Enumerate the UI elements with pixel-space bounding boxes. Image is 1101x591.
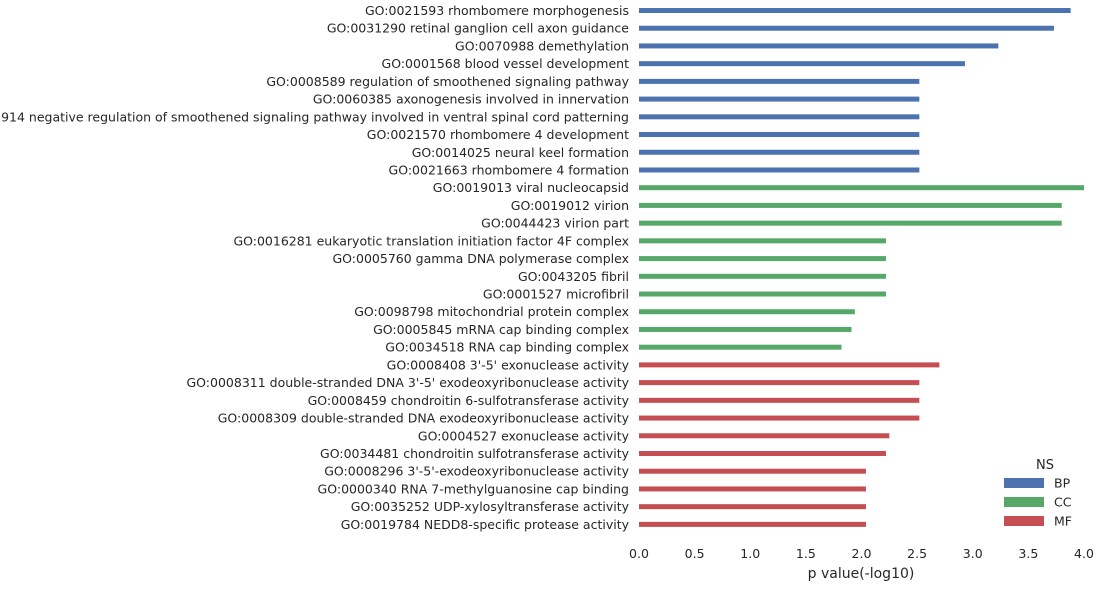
bar-mf — [639, 486, 866, 492]
bar-bp — [639, 78, 920, 84]
legend-label-bp: BP — [1054, 476, 1071, 491]
category-label: GO:0019013 viral nucleocapsid — [433, 180, 629, 195]
bar-cc — [639, 291, 886, 297]
x-tick-label: 3.5 — [1018, 546, 1038, 561]
bar-mf — [639, 468, 866, 474]
x-tick-label: 4.0 — [1074, 546, 1094, 561]
category-label: GO:0008296 3'-5'-exodeoxyribonuclease ac… — [324, 464, 629, 479]
category-label: GO:0098798 mitochondrial protein complex — [354, 304, 629, 319]
bar-bp — [639, 149, 920, 155]
category-label: GO:0021570 rhombomere 4 development — [367, 127, 629, 142]
bar-bp — [639, 167, 920, 173]
bar-mf — [639, 521, 866, 527]
x-tick-label: 1.0 — [740, 546, 760, 561]
x-tick-labels: 0.0 0.5 1.0 1.5 2.0 2.5 3.0 3.5 4.0 — [629, 546, 1094, 561]
x-tick-label: 2.5 — [907, 546, 927, 561]
x-tick-label: 0.5 — [685, 546, 705, 561]
bar-cc — [639, 185, 1084, 191]
legend-swatch-bp — [1004, 478, 1044, 488]
category-label: GO:0004527 exonuclease activity — [418, 428, 630, 443]
bar-mf — [639, 397, 920, 403]
legend-swatch-mf — [1004, 516, 1044, 526]
legend-label-mf: MF — [1054, 514, 1072, 529]
category-label: GO:0021914 negative regulation of smooth… — [0, 109, 629, 124]
category-label: GO:0044423 virion part — [481, 216, 629, 231]
bar-bp — [639, 25, 1054, 31]
category-label: GO:0008408 3'-5' exonuclease activity — [387, 357, 630, 372]
bar-bp — [639, 43, 999, 49]
category-label: GO:0008459 chondroitin 6-sulfotransferas… — [308, 393, 630, 408]
bars-layer — [639, 8, 1084, 527]
category-label: GO:0031290 retinal ganglion cell axon gu… — [327, 21, 629, 36]
y-tick-labels: GO:0021593 rhombomere morphogenesis GO:00… — [0, 3, 630, 532]
category-label: GO:0014025 neural keel formation — [412, 145, 629, 160]
bar-mf — [639, 433, 890, 439]
category-label: GO:0034481 chondroitin sulfotransferase … — [320, 446, 630, 461]
category-label: GO:0034518 RNA cap binding complex — [385, 340, 629, 355]
category-label: GO:0001527 microfibril — [483, 287, 629, 302]
bar-cc — [639, 220, 1062, 226]
legend-label-cc: CC — [1054, 495, 1072, 510]
bar-cc — [639, 202, 1062, 208]
x-tick-label: 3.0 — [963, 546, 983, 561]
category-label: GO:0001568 blood vessel development — [382, 56, 630, 71]
category-label: GO:0008309 double-stranded DNA exodeoxyr… — [218, 411, 630, 426]
x-axis-label: p value(-log10) — [808, 566, 915, 582]
category-label: GO:0005760 gamma DNA polymerase complex — [332, 251, 629, 266]
bar-cc — [639, 326, 852, 332]
bar-bp — [639, 132, 920, 138]
legend-swatch-cc — [1004, 497, 1044, 507]
bar-cc — [639, 309, 855, 315]
legend-title: NS — [1036, 458, 1054, 473]
category-label: GO:0000340 RNA 7-methylguanosine cap bin… — [318, 481, 629, 496]
category-label: GO:0021663 rhombomere 4 formation — [389, 162, 629, 177]
bar-bp — [639, 8, 1071, 13]
bar-cc — [639, 238, 886, 244]
bar-cc — [639, 256, 886, 262]
category-label: GO:0043205 fibril — [518, 269, 629, 284]
category-label: GO:0035252 UDP-xylosyltransferase activi… — [351, 499, 630, 514]
category-label: GO:0016281 eukaryotic translation initia… — [233, 233, 629, 248]
category-label: GO:0008589 regulation of smoothened sign… — [266, 74, 629, 89]
category-label: GO:0060385 axonogenesis involved in inne… — [313, 92, 629, 107]
category-label: GO:0019012 virion — [511, 198, 629, 213]
bar-cc — [639, 273, 886, 279]
x-tick-label: 0.0 — [629, 546, 649, 561]
category-label: GO:0005845 mRNA cap binding complex — [373, 322, 629, 337]
bar-cc — [639, 344, 842, 350]
category-label: GO:0070988 demethylation — [455, 38, 629, 53]
bar-bp — [639, 96, 920, 102]
x-tick-label: 2.0 — [852, 546, 872, 561]
bar-mf — [639, 415, 920, 421]
bar-mf — [639, 380, 920, 386]
bar-mf — [639, 451, 886, 456]
category-label: GO:0019784 NEDD8-specific protease activ… — [341, 517, 630, 532]
x-tick-label: 1.5 — [796, 546, 816, 561]
bar-mf — [639, 504, 866, 510]
bar-bp — [639, 114, 920, 120]
category-label: GO:0021593 rhombomere morphogenesis — [365, 3, 629, 18]
category-label: GO:0008311 double-stranded DNA 3'-5' exo… — [186, 375, 629, 390]
legend: NS BP CC MF — [1004, 458, 1072, 529]
bar-mf — [639, 362, 940, 368]
bar-bp — [639, 61, 965, 67]
